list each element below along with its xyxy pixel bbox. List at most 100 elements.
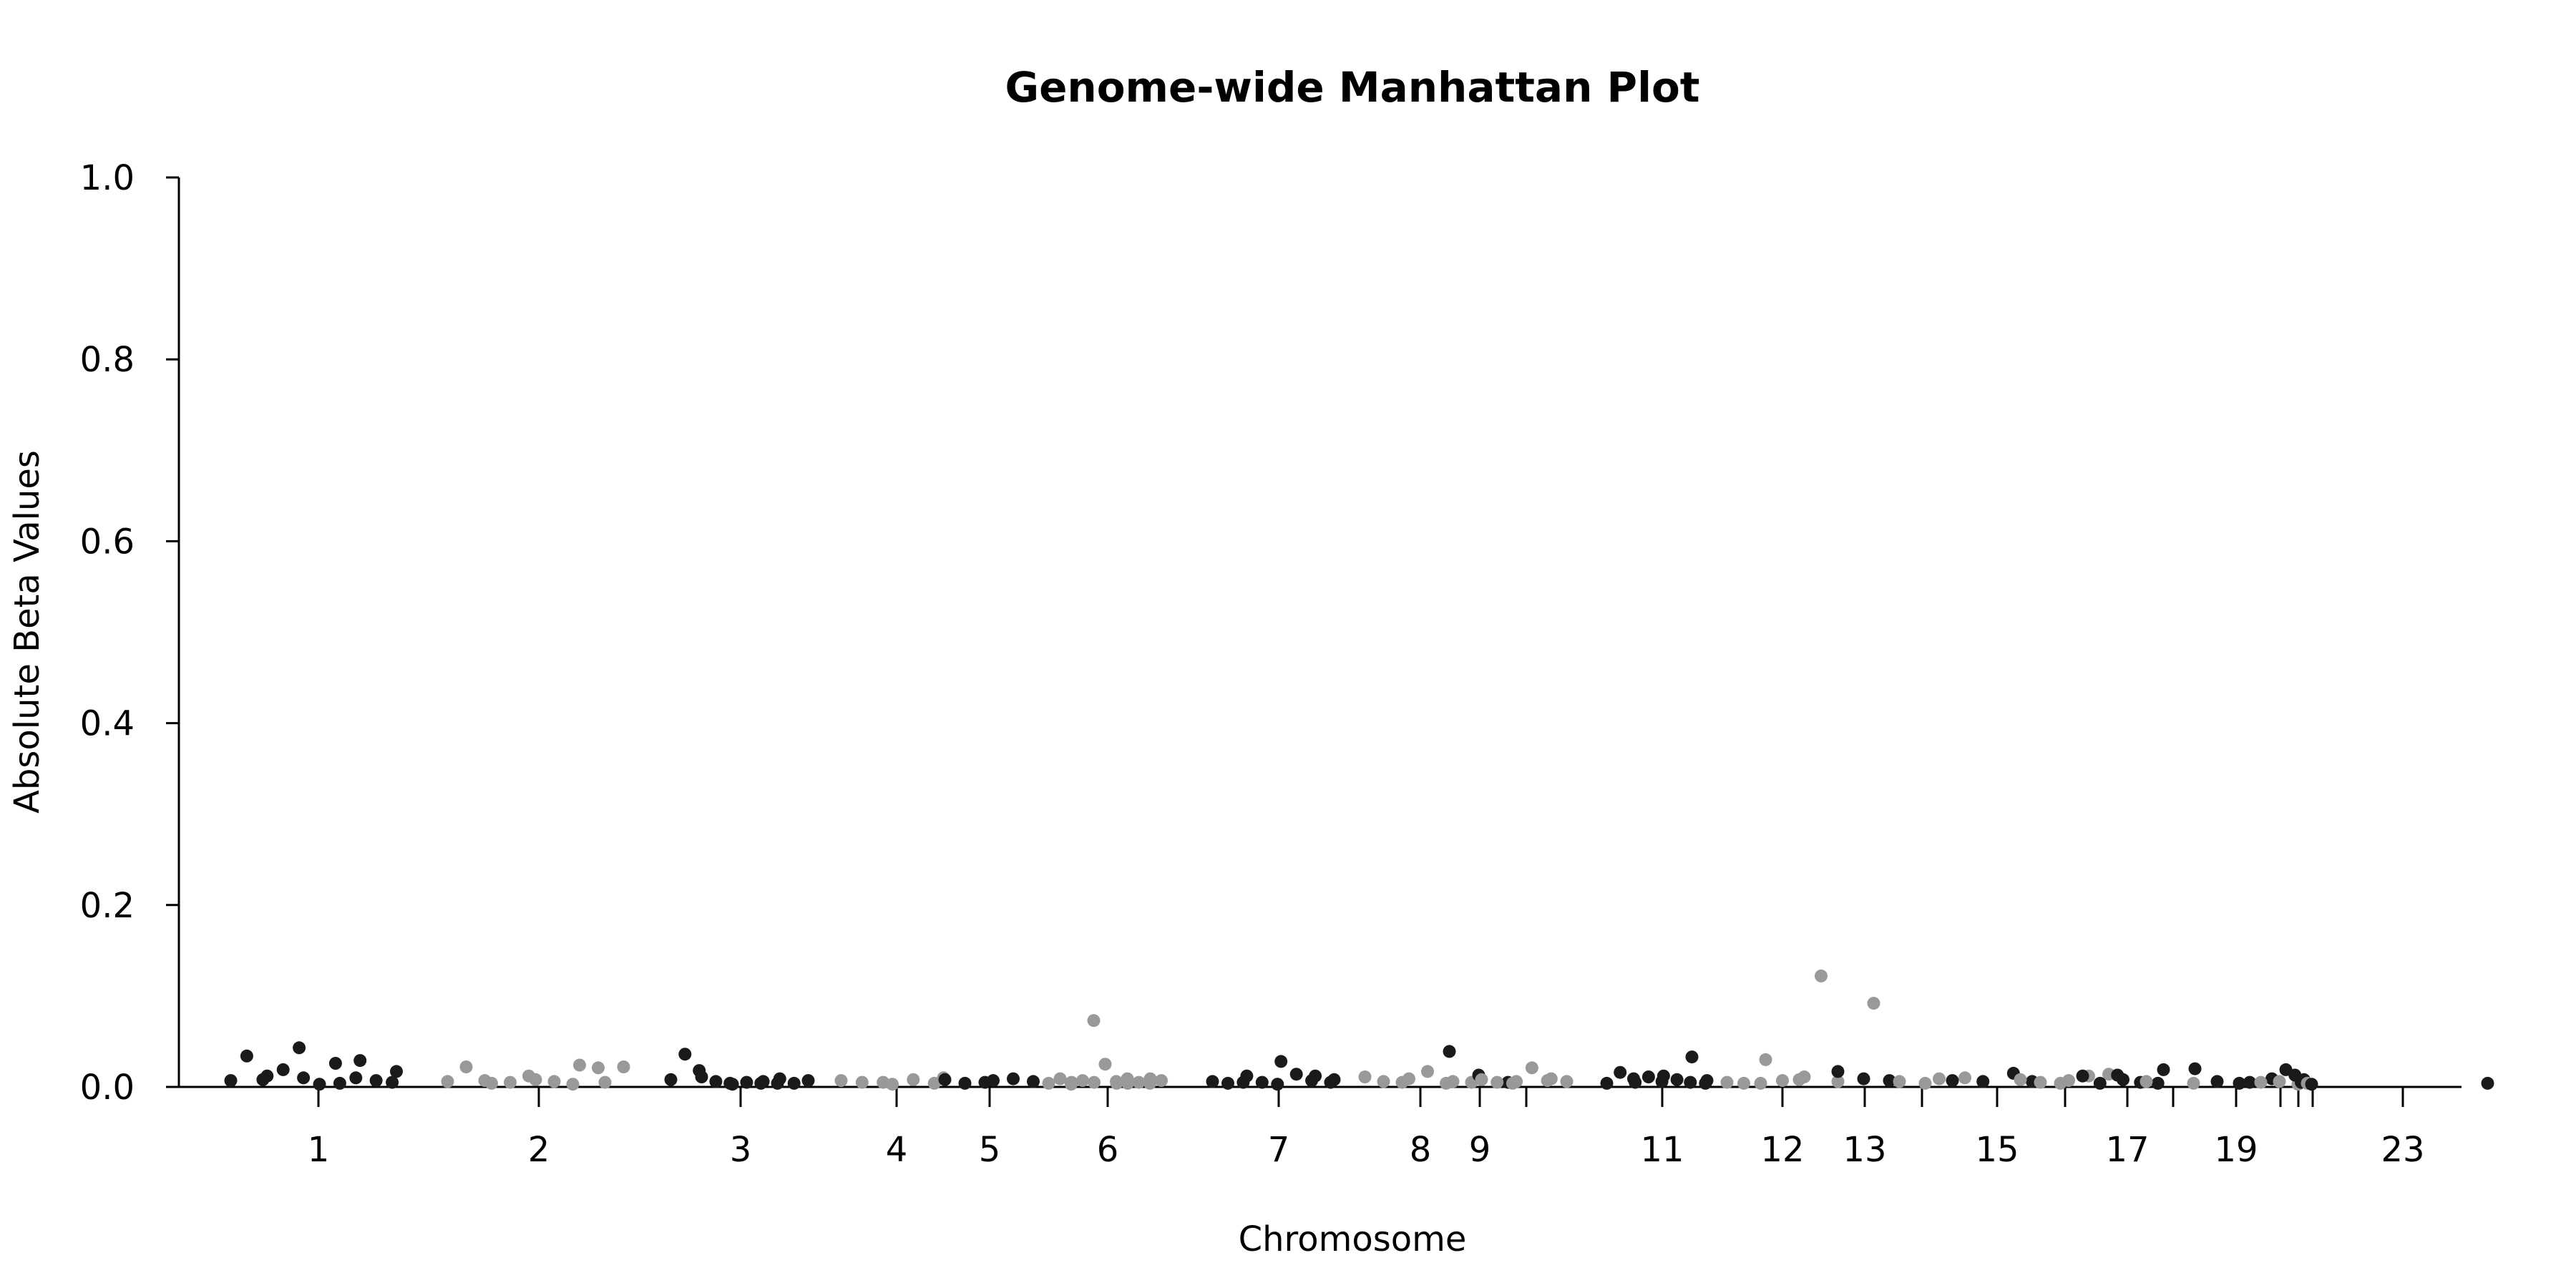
- data-point: [709, 1075, 723, 1088]
- data-point: [1053, 1072, 1067, 1085]
- data-point: [2481, 1076, 2494, 1090]
- data-point: [2117, 1073, 2129, 1086]
- data-point: [1027, 1075, 1040, 1088]
- data-point: [2093, 1076, 2107, 1090]
- data-point: [801, 1074, 815, 1088]
- data-point: [2254, 1075, 2268, 1089]
- data-point: [1042, 1076, 1055, 1090]
- x-tick-label: 1: [308, 1130, 330, 1170]
- data-point: [1491, 1075, 1504, 1089]
- data-point: [1132, 1075, 1146, 1089]
- data-point: [1206, 1075, 1219, 1088]
- data-point: [2034, 1075, 2047, 1089]
- y-tick-label: 0.0: [80, 1068, 135, 1108]
- x-tick-label: 7: [1268, 1130, 1290, 1170]
- y-tick-label: 1.0: [80, 158, 135, 198]
- data-point: [1815, 969, 1828, 982]
- x-tick-label: 4: [886, 1130, 908, 1170]
- data-point: [1685, 1050, 1699, 1064]
- data-point: [1831, 1075, 1845, 1088]
- data-point: [1110, 1075, 1123, 1088]
- y-tick-label: 0.4: [80, 704, 135, 744]
- data-point: [1883, 1074, 1896, 1088]
- data-point: [2233, 1076, 2246, 1090]
- data-point: [328, 1057, 342, 1070]
- data-point: [1700, 1074, 1714, 1088]
- data-point: [2076, 1069, 2089, 1083]
- x-tick-label: 3: [730, 1130, 752, 1170]
- data-point: [987, 1074, 1000, 1088]
- data-point: [441, 1075, 454, 1088]
- data-point: [1421, 1065, 1434, 1078]
- data-point: [773, 1072, 786, 1085]
- data-point: [1143, 1076, 1156, 1090]
- data-point: [834, 1074, 848, 1088]
- data-point: [1946, 1074, 1959, 1088]
- data-point: [260, 1069, 274, 1083]
- data-point: [2210, 1075, 2224, 1088]
- data-point: [1443, 1045, 1456, 1058]
- data-point: [1240, 1069, 1254, 1083]
- data-point: [1614, 1065, 1627, 1079]
- data-point: [1309, 1069, 1322, 1083]
- chart-title: Genome-wide Manhattan Plot: [1005, 63, 1699, 112]
- data-point: [2273, 1075, 2286, 1088]
- data-point: [313, 1078, 326, 1091]
- x-tick-label: 8: [1410, 1130, 1432, 1170]
- data-point: [938, 1073, 952, 1086]
- x-tick-label: 9: [1469, 1130, 1491, 1170]
- y-tick-label: 0.2: [80, 886, 135, 926]
- data-point: [1525, 1061, 1538, 1075]
- data-point: [1221, 1076, 1234, 1090]
- data-point: [386, 1075, 399, 1089]
- data-point: [1271, 1078, 1284, 1091]
- data-point: [297, 1071, 311, 1085]
- data-point: [1641, 1070, 1655, 1083]
- data-point: [695, 1070, 708, 1083]
- data-point: [1831, 1065, 1845, 1078]
- data-point: [1600, 1076, 1614, 1090]
- data-point: [2305, 1078, 2318, 1091]
- data-point: [1402, 1072, 1415, 1085]
- data-point: [2151, 1076, 2165, 1090]
- y-tick-label: 0.6: [80, 522, 135, 562]
- data-point: [1475, 1073, 1488, 1086]
- x-tick-label: 13: [1843, 1130, 1886, 1170]
- data-point: [1720, 1075, 1734, 1089]
- data-point: [2014, 1073, 2027, 1086]
- data-point: [293, 1041, 306, 1055]
- data-point: [1976, 1075, 1990, 1088]
- data-point: [333, 1076, 346, 1090]
- data-points: [224, 969, 2494, 1091]
- data-point: [1358, 1070, 1372, 1083]
- data-point: [1098, 1058, 1112, 1071]
- data-point: [617, 1060, 630, 1073]
- data-point: [1155, 1074, 1168, 1088]
- data-point: [740, 1075, 753, 1089]
- data-point: [1893, 1075, 1906, 1088]
- data-point: [1776, 1074, 1789, 1088]
- data-point: [1088, 1075, 1101, 1089]
- data-point: [2062, 1074, 2075, 1088]
- x-tick-label: 12: [1760, 1130, 1804, 1170]
- data-point: [1289, 1068, 1303, 1081]
- data-point: [1121, 1072, 1134, 1085]
- x-axis-ticks: 1 2 3 4 5 6 7 8 9 11 12 13 15 17 19 23: [308, 1087, 2425, 1170]
- data-point: [224, 1074, 238, 1088]
- data-point: [529, 1073, 542, 1086]
- data-point: [1958, 1071, 1971, 1085]
- x-axis-label: Chromosome: [1239, 1219, 1467, 1259]
- data-point: [2243, 1075, 2256, 1089]
- data-point: [1065, 1078, 1078, 1091]
- data-point: [1560, 1075, 1574, 1088]
- data-point: [573, 1058, 586, 1072]
- data-point: [1759, 1053, 1772, 1066]
- data-point: [855, 1075, 869, 1089]
- data-point: [1629, 1075, 1642, 1089]
- data-point: [1684, 1075, 1697, 1089]
- data-point: [664, 1073, 678, 1086]
- data-point: [678, 1048, 692, 1061]
- data-point: [1007, 1072, 1020, 1085]
- data-point: [349, 1071, 363, 1085]
- data-point: [592, 1061, 605, 1075]
